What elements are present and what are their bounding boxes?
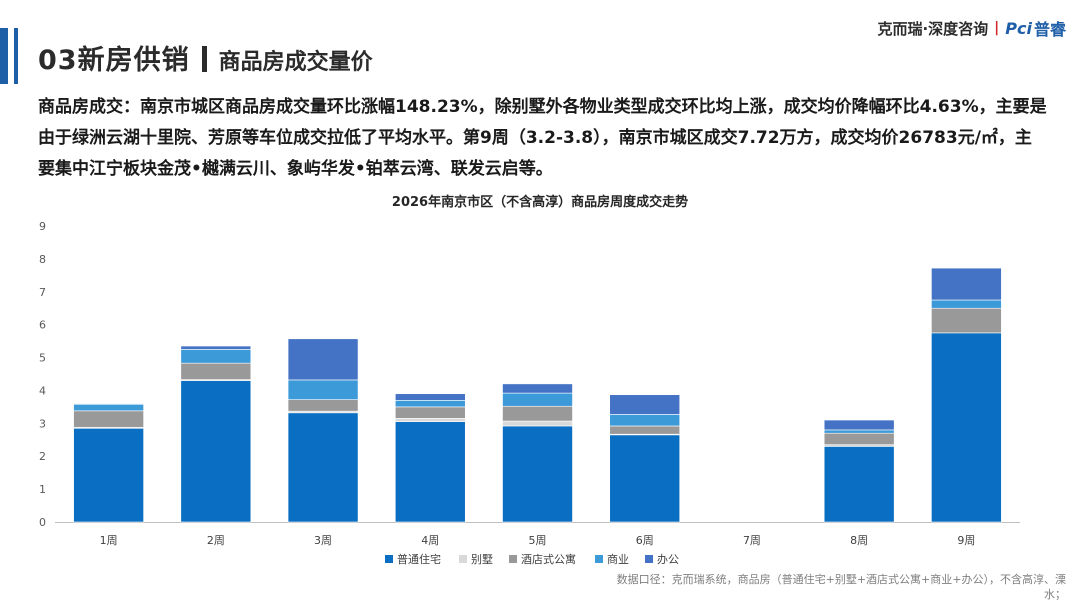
brand-logo: Pci [1005, 18, 1032, 38]
legend-item: 商业 [595, 552, 629, 566]
x-tick-label: 2周 [207, 534, 225, 547]
bar-segment [287, 412, 359, 523]
legend-item: 普通住宅 [385, 552, 441, 566]
bar-segment [73, 427, 144, 523]
legend-swatch [595, 555, 603, 563]
brand-divider: | [994, 20, 1000, 36]
page-title-main: 03新房供销 [38, 45, 190, 76]
bar-segment [609, 434, 681, 523]
bar-segment [609, 394, 681, 415]
bar-segment [394, 418, 466, 422]
bar-segment [931, 332, 1002, 523]
bar-segment [931, 299, 1002, 309]
bar-segment [609, 425, 681, 435]
legend-label: 别墅 [471, 553, 493, 566]
x-tick-label: 6周 [636, 534, 654, 547]
y-tick-label: 9 [39, 220, 46, 233]
legend-label: 普通住宅 [397, 552, 441, 566]
bar-segment [502, 383, 573, 394]
bar-segment [823, 419, 895, 431]
y-tick-label: 7 [39, 286, 46, 299]
x-tick-label: 4周 [421, 534, 439, 547]
x-tick-label: 7周 [743, 534, 761, 547]
y-tick-label: 0 [39, 516, 46, 529]
bar-segment [180, 380, 252, 523]
bar-segment [502, 420, 573, 427]
bar-segment [73, 403, 144, 405]
legend-item: 办公 [645, 553, 679, 566]
bar-segment [931, 267, 1002, 301]
bar-segment [180, 349, 252, 364]
x-tick-label: 8周 [850, 534, 868, 547]
bar-segment [394, 406, 466, 419]
page-title-sub: 商品房成交量价 [218, 50, 373, 75]
footnote: 数据口径：克而瑞系统，商品房（普通住宅+别墅+酒店式公寓+商业+办公），不含高淳… [616, 573, 1066, 601]
legend-swatch [459, 555, 467, 563]
legend-item: 别墅 [459, 553, 493, 566]
bar-segment [287, 338, 359, 381]
legend-item: 酒店式公寓 [509, 552, 576, 566]
bar-segment [931, 307, 1002, 334]
summary-text: 商品房成交：南京市城区商品房成交量环比涨幅148.23%，除别墅外各物业类型成交… [38, 97, 1047, 179]
y-tick-label: 3 [39, 417, 46, 430]
brand: 克而瑞·深度咨询 | Pci 普睿 [877, 16, 1066, 40]
legend-swatch [645, 555, 653, 563]
weekly-transaction-chart: 2026年南京市区（不含高淳）商品房周度成交走势 0 1 2 3 4 5 6 7 8 9 1周 2周 3周… [39, 194, 1020, 566]
chart-title: 2026年南京市区（不含高淳）商品房周度成交走势 [392, 194, 688, 210]
legend-label: 商业 [607, 552, 629, 566]
y-tick-label: 2 [39, 450, 46, 463]
x-tick-label: 5周 [529, 534, 547, 547]
bar-segment [394, 393, 466, 401]
brand-text: 克而瑞·深度咨询 [877, 19, 989, 38]
bar-segment [502, 392, 573, 407]
bar-segment [394, 400, 466, 408]
bar-segment [502, 405, 573, 422]
bar-segment [180, 362, 252, 380]
y-tick-label: 1 [39, 483, 46, 496]
y-tick-label: 4 [39, 384, 46, 397]
bar-segment [73, 410, 144, 428]
bar-segment [394, 421, 466, 523]
bar-segment [502, 425, 573, 523]
legend-label: 办公 [657, 553, 679, 566]
bar-segment [823, 446, 895, 523]
legend-swatch [385, 555, 393, 563]
legend-swatch [509, 555, 517, 563]
y-tick-label: 6 [39, 319, 46, 332]
x-tick-label: 3周 [314, 534, 332, 547]
legend-label: 酒店式公寓 [521, 552, 576, 566]
y-tick-label: 5 [39, 352, 46, 365]
brand-logo-cn: 普睿 [1033, 20, 1066, 39]
x-tick-label: 9周 [957, 534, 975, 547]
bar-segment [287, 379, 359, 400]
accent-bar [0, 28, 18, 84]
title-separator [201, 46, 207, 72]
bar-segment [823, 432, 895, 446]
y-tick-label: 8 [39, 253, 46, 266]
bar-segment [287, 399, 359, 412]
bar-segment [73, 403, 144, 412]
bar-segment [609, 414, 681, 427]
bar-segment [823, 429, 895, 434]
x-tick-label: 1周 [100, 534, 118, 547]
bar-segment [180, 345, 252, 350]
page-title: 03新房供销 商品房成交量价 [38, 38, 373, 77]
